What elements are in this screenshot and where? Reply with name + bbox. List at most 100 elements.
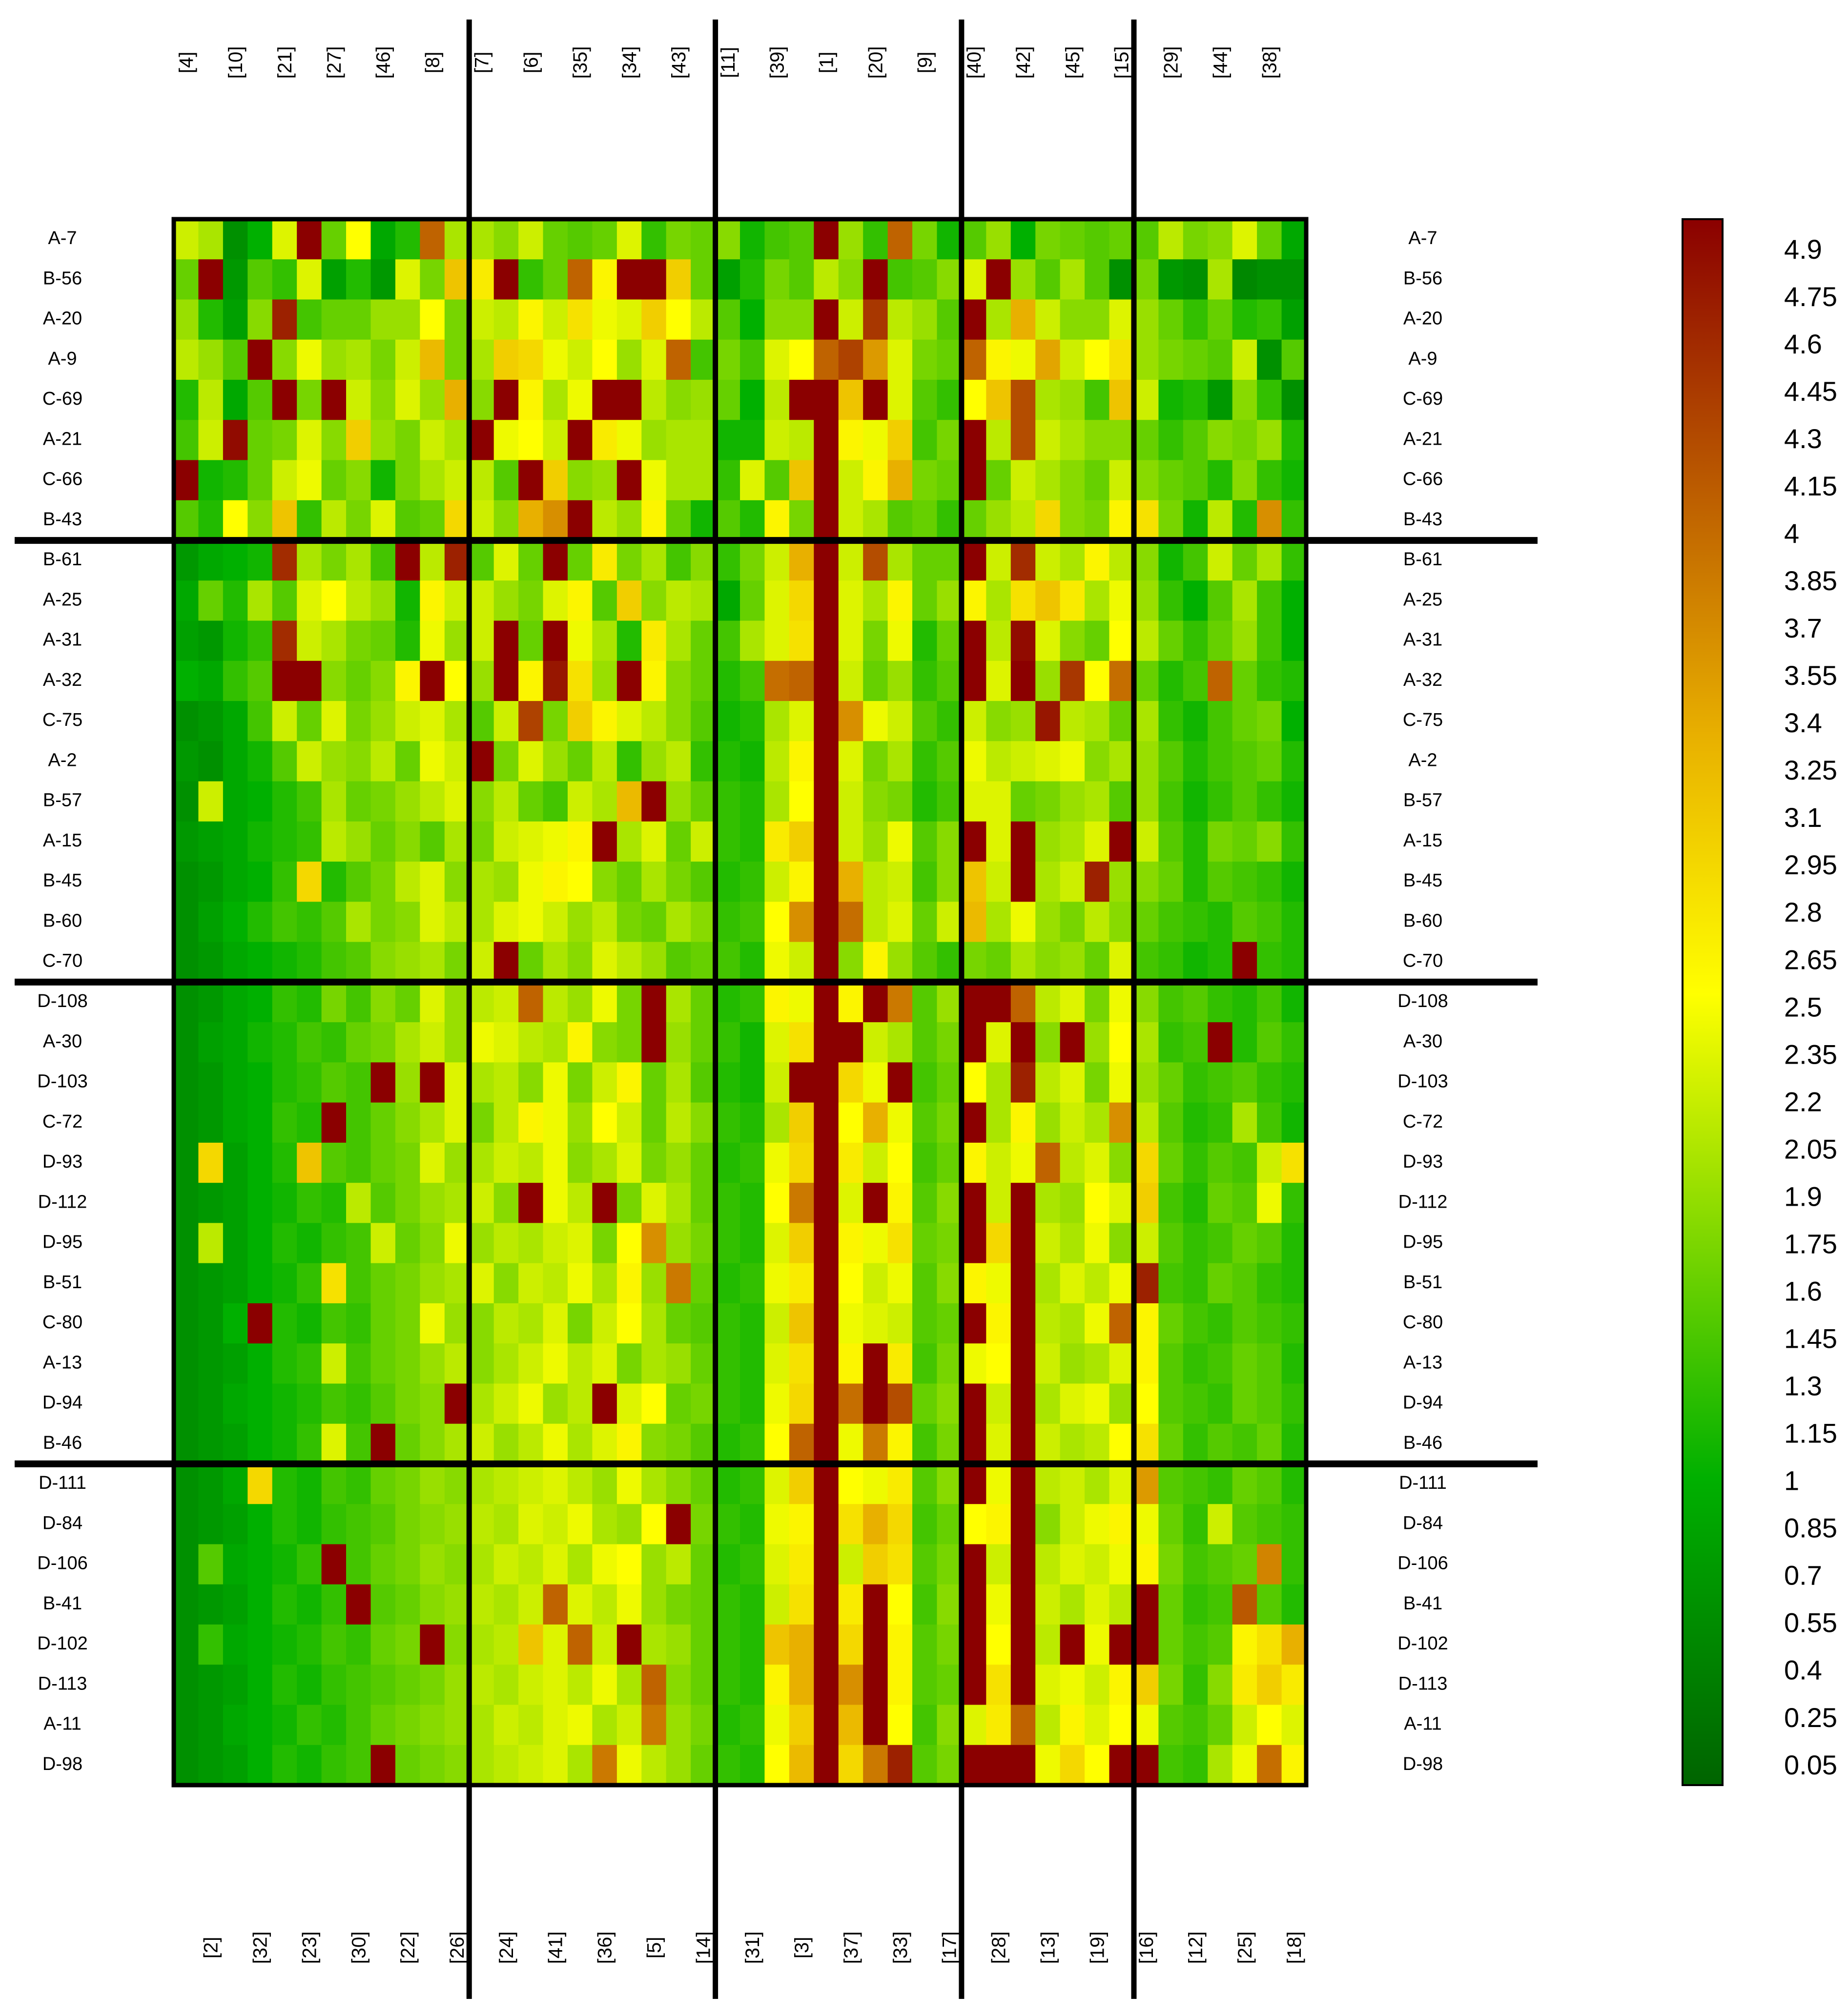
heatmap-cell: [567, 299, 593, 340]
heatmap-cell: [838, 902, 863, 943]
heatmap-cell: [321, 219, 347, 260]
heatmap-cell: [961, 580, 986, 621]
heatmap-cell: [223, 620, 248, 661]
heatmap-cell: [1281, 741, 1307, 782]
heatmap-cell: [641, 1022, 667, 1063]
heatmap-cell: [174, 1665, 199, 1706]
heatmap-cell: [1183, 1745, 1208, 1786]
heatmap-cell: [937, 259, 962, 300]
heatmap-cell: [1010, 1463, 1036, 1504]
heatmap-cell: [1158, 781, 1184, 822]
heatmap-cell: [247, 1303, 273, 1344]
left-row-label: D-93: [42, 1152, 82, 1172]
heatmap-cell: [863, 1665, 888, 1706]
heatmap-cell: [272, 1463, 297, 1504]
heatmap-cell: [863, 460, 888, 501]
heatmap-cell: [764, 942, 790, 983]
heatmap-cell: [887, 460, 913, 501]
heatmap-cell: [740, 1705, 765, 1746]
heatmap-cell: [518, 660, 544, 701]
heatmap-border: [171, 217, 1309, 1788]
heatmap-cell: [592, 1022, 617, 1063]
heatmap-cell: [297, 781, 322, 822]
heatmap-cell: [174, 781, 199, 822]
heatmap-cell: [1158, 1705, 1184, 1746]
heatmap-cell: [444, 580, 470, 621]
heatmap-cell: [247, 741, 273, 782]
heatmap-cell: [1232, 420, 1257, 461]
heatmap-cell: [715, 420, 740, 461]
heatmap-cell: [937, 1022, 962, 1063]
heatmap-cell: [370, 1383, 396, 1424]
heatmap-cell: [961, 821, 986, 862]
heatmap-cell: [937, 741, 962, 782]
heatmap-cell: [518, 460, 544, 501]
heatmap-cell: [863, 1102, 888, 1143]
left-row-label: B-43: [43, 509, 82, 530]
heatmap-cell: [444, 1263, 470, 1304]
heatmap-cell: [370, 982, 396, 1023]
heatmap-cell: [616, 460, 642, 501]
heatmap-cell: [247, 1504, 273, 1545]
heatmap-cell: [1158, 1303, 1184, 1344]
heatmap-cell: [469, 339, 494, 380]
heatmap-cell: [174, 1423, 199, 1464]
heatmap-cell: [666, 540, 691, 581]
heatmap-cell: [370, 420, 396, 461]
heatmap-cell: [1109, 1423, 1134, 1464]
heatmap-cell: [420, 902, 445, 943]
heatmap-cell: [814, 1303, 839, 1344]
heatmap-cell: [1232, 1183, 1257, 1224]
heatmap-cell: [912, 299, 938, 340]
heatmap-cell: [493, 1343, 519, 1384]
heatmap-cell: [641, 1423, 667, 1464]
heatmap-cell: [691, 1665, 716, 1706]
heatmap-cell: [838, 500, 863, 541]
right-row-label: D-112: [1398, 1192, 1448, 1212]
heatmap-cell: [174, 380, 199, 420]
heatmap-cell: [518, 1383, 544, 1424]
top-column-label: [46]: [373, 46, 394, 79]
heatmap-cell: [961, 1142, 986, 1183]
heatmap-cell: [937, 781, 962, 822]
heatmap-cell: [715, 1383, 740, 1424]
heatmap-cell: [691, 1423, 716, 1464]
heatmap-cell: [297, 942, 322, 983]
heatmap-cell: [1183, 660, 1208, 701]
left-row-label: D-112: [38, 1192, 87, 1212]
heatmap-cell: [740, 299, 765, 340]
heatmap-cell: [616, 1102, 642, 1143]
heatmap-cell: [863, 821, 888, 862]
heatmap-cell: [1232, 460, 1257, 501]
heatmap-cell: [420, 380, 445, 420]
heatmap-cell: [198, 1463, 224, 1504]
heatmap-cell: [764, 1022, 790, 1063]
heatmap-cell: [1208, 1705, 1233, 1746]
heatmap-cell: [1257, 380, 1282, 420]
heatmap-cell: [1109, 1102, 1134, 1143]
heatmap-cell: [198, 540, 224, 581]
heatmap-cell: [493, 1263, 519, 1304]
top-column-label: [34]: [619, 46, 640, 79]
heatmap-cell: [370, 1705, 396, 1746]
heatmap-cell: [691, 781, 716, 822]
heatmap-cell: [543, 781, 568, 822]
heatmap-cell: [691, 1263, 716, 1304]
heatmap-cell: [961, 781, 986, 822]
heatmap-cell: [1183, 781, 1208, 822]
heatmap-cell: [863, 701, 888, 741]
heatmap-cell: [1060, 1102, 1085, 1143]
heatmap-cell: [346, 259, 371, 300]
heatmap-cell: [863, 1223, 888, 1264]
right-row-labels: A-7B-56A-20A-9C-69A-21C-66B-43B-61A-25A-…: [1397, 228, 1448, 1774]
heatmap-cell: [1010, 259, 1036, 300]
right-row-label: B-43: [1403, 509, 1442, 530]
heatmap-cell: [370, 1463, 396, 1504]
heatmap-cell: [1281, 620, 1307, 661]
heatmap-cell: [740, 1544, 765, 1585]
heatmap-cell: [592, 1463, 617, 1504]
heatmap-cell: [764, 1705, 790, 1746]
heatmap-cell: [1281, 1183, 1307, 1224]
heatmap-cell: [1257, 781, 1282, 822]
colorbar-tick-label: 1.3: [1784, 1371, 1822, 1401]
